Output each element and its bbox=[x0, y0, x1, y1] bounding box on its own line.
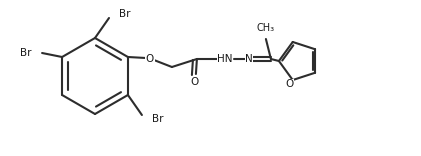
Text: O: O bbox=[191, 77, 199, 87]
Text: N: N bbox=[245, 54, 253, 64]
Text: HN: HN bbox=[217, 54, 233, 64]
Text: Br: Br bbox=[119, 9, 131, 19]
Text: O: O bbox=[146, 54, 154, 64]
Text: O: O bbox=[285, 79, 294, 89]
Text: CH₃: CH₃ bbox=[257, 23, 275, 33]
Text: Br: Br bbox=[20, 48, 31, 58]
Text: Br: Br bbox=[152, 114, 163, 124]
